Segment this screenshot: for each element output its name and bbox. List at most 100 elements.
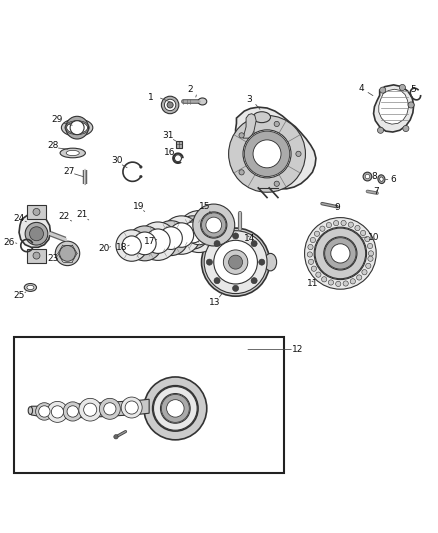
Circle shape: [363, 172, 372, 181]
Circle shape: [122, 236, 141, 255]
Ellipse shape: [265, 253, 277, 271]
Ellipse shape: [67, 122, 88, 133]
Circle shape: [320, 226, 325, 231]
Circle shape: [160, 393, 190, 423]
Circle shape: [307, 252, 312, 257]
Circle shape: [326, 222, 332, 228]
Polygon shape: [27, 248, 46, 263]
Circle shape: [121, 397, 142, 418]
Circle shape: [274, 181, 279, 187]
Circle shape: [380, 87, 386, 93]
Text: 17: 17: [144, 237, 156, 246]
Circle shape: [244, 131, 290, 176]
Circle shape: [25, 222, 48, 245]
Ellipse shape: [66, 150, 79, 156]
Ellipse shape: [380, 177, 383, 181]
Circle shape: [365, 174, 370, 179]
Circle shape: [308, 245, 313, 249]
Ellipse shape: [253, 112, 271, 123]
Circle shape: [368, 251, 374, 256]
Circle shape: [51, 406, 64, 418]
Circle shape: [366, 263, 371, 269]
Circle shape: [176, 216, 209, 249]
Circle shape: [343, 281, 348, 286]
Circle shape: [229, 255, 243, 269]
Polygon shape: [27, 205, 46, 219]
Text: 6: 6: [391, 175, 396, 184]
Circle shape: [153, 386, 197, 430]
Circle shape: [206, 259, 212, 265]
Circle shape: [99, 398, 120, 419]
Circle shape: [399, 84, 406, 91]
Circle shape: [114, 434, 118, 439]
Circle shape: [360, 230, 366, 236]
Circle shape: [214, 278, 220, 284]
Circle shape: [311, 266, 317, 271]
Polygon shape: [236, 107, 316, 189]
Circle shape: [201, 228, 270, 296]
Circle shape: [201, 213, 226, 237]
Ellipse shape: [198, 98, 207, 105]
Circle shape: [259, 259, 265, 265]
Circle shape: [201, 212, 227, 238]
Circle shape: [79, 398, 102, 421]
Circle shape: [204, 231, 267, 294]
Circle shape: [140, 175, 142, 178]
Circle shape: [316, 272, 321, 277]
Circle shape: [193, 204, 235, 246]
Text: 18: 18: [117, 243, 128, 252]
Circle shape: [29, 227, 43, 241]
Circle shape: [350, 279, 355, 284]
Polygon shape: [374, 85, 414, 132]
Circle shape: [70, 120, 84, 135]
Text: 31: 31: [162, 131, 174, 140]
Circle shape: [403, 125, 409, 132]
Circle shape: [217, 244, 254, 280]
Circle shape: [308, 259, 314, 264]
Ellipse shape: [378, 175, 385, 183]
Text: 13: 13: [209, 298, 220, 307]
Circle shape: [367, 244, 373, 248]
Circle shape: [60, 246, 75, 261]
Text: 4: 4: [359, 84, 364, 93]
Polygon shape: [379, 89, 409, 124]
Circle shape: [140, 166, 142, 168]
Text: 30: 30: [111, 156, 123, 165]
Circle shape: [214, 240, 258, 284]
Circle shape: [125, 401, 138, 414]
Circle shape: [166, 400, 184, 417]
Circle shape: [159, 227, 182, 249]
Text: 26: 26: [4, 238, 15, 247]
Bar: [14, 337, 285, 473]
Ellipse shape: [61, 119, 93, 136]
Circle shape: [35, 403, 53, 420]
Circle shape: [368, 256, 373, 261]
Ellipse shape: [28, 407, 32, 415]
Text: 3: 3: [246, 95, 251, 104]
Circle shape: [321, 277, 327, 282]
Circle shape: [55, 241, 80, 265]
Circle shape: [336, 281, 341, 287]
Circle shape: [63, 402, 82, 421]
Circle shape: [325, 238, 356, 269]
Text: 19: 19: [132, 202, 144, 211]
Circle shape: [33, 252, 40, 259]
Circle shape: [331, 244, 350, 263]
Circle shape: [144, 377, 207, 440]
Circle shape: [253, 140, 281, 168]
Circle shape: [178, 211, 220, 253]
Text: 29: 29: [52, 115, 63, 124]
Circle shape: [314, 231, 320, 236]
Text: 16: 16: [164, 148, 175, 157]
Circle shape: [233, 233, 239, 239]
Text: 25: 25: [13, 291, 25, 300]
Circle shape: [296, 151, 301, 157]
Ellipse shape: [27, 285, 34, 289]
Circle shape: [162, 216, 201, 254]
Text: 2: 2: [188, 85, 194, 94]
Circle shape: [67, 406, 78, 417]
Circle shape: [116, 230, 148, 261]
Circle shape: [161, 394, 189, 422]
Circle shape: [186, 219, 212, 245]
Text: 5: 5: [410, 85, 416, 94]
